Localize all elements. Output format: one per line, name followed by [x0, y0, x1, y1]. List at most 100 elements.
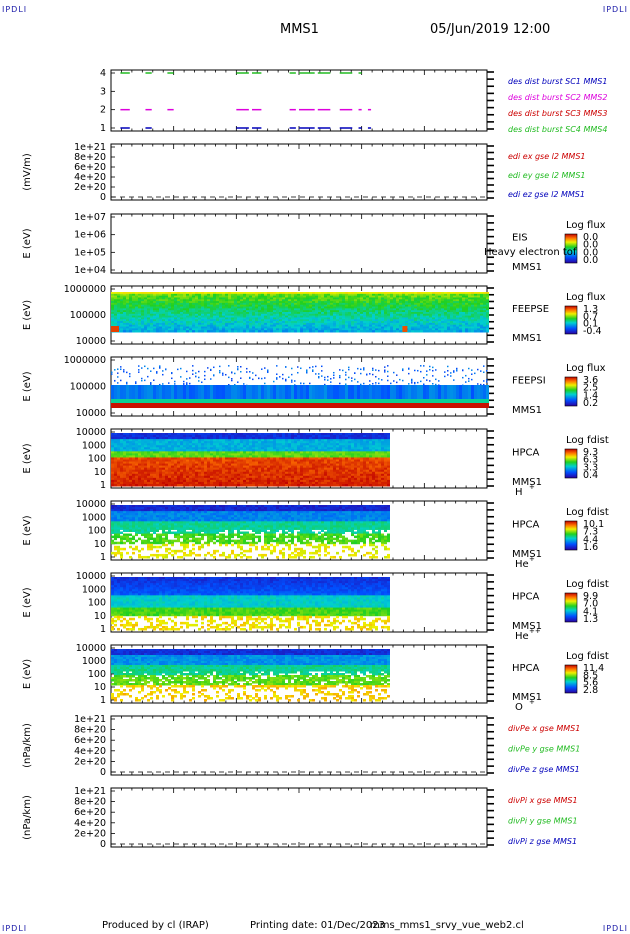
colorbar-title-eis: Log flux — [566, 220, 606, 231]
y-tick-label-divpi: 2e+20 — [74, 828, 106, 839]
colorbar-tick-hpca_o: 5.6 — [583, 678, 598, 689]
colorbar-tick-hpca_he1: 4.4 — [583, 534, 598, 545]
corner-mark-bottom-left: IPDLI — [2, 924, 28, 933]
legend-entry-edi: edi ez gse l2 MMS1 — [508, 190, 585, 199]
colorbar-tick-feeps_i: 3.6 — [583, 375, 598, 386]
corner-mark-top-left: IPDLI — [2, 5, 28, 14]
colorbar-feeps_i — [564, 376, 578, 407]
y-tick-label-hpca_o: 1 — [100, 695, 106, 706]
y-tick-label-burst: 1 — [100, 123, 106, 134]
instrument-label-hpca_he1: HPCA — [512, 520, 540, 531]
spectrogram-hpca_o — [111, 649, 390, 702]
colorbar-tick-hpca_h: 6.3 — [583, 455, 598, 466]
y-tick-label-burst: 4 — [100, 68, 106, 79]
panel-frame-divpi — [110, 787, 488, 848]
colorbar-tick-feeps_e: 1.3 — [583, 304, 598, 315]
panel-frame-edi — [110, 143, 488, 201]
y-tick-label-hpca_o: 100 — [88, 669, 106, 680]
colorbar-tick-hpca_he2: 7.0 — [583, 599, 598, 610]
legend-entry-edi: edi ex gse l2 MMS1 — [508, 152, 586, 161]
y-tick-label-feeps_e: 10000 — [76, 336, 106, 347]
y-tick-label-hpca_h: 1 — [100, 480, 106, 491]
y-tick-label-edi: 2e+20 — [74, 182, 106, 193]
colorbar-tick-hpca_he2: 1.3 — [583, 614, 598, 625]
instrument-label-eis: EIS — [512, 233, 528, 244]
overlay-text-eis: Heavy electron tof — [484, 247, 577, 258]
y-tick-label-feeps_i: 100000 — [70, 382, 106, 393]
colorbar-hpca_he2 — [564, 592, 578, 623]
y-tick-label-edi: 0 — [100, 192, 106, 203]
panel-frame-burst — [110, 69, 488, 132]
y-tick-label-hpca_he1: 10000 — [76, 499, 106, 510]
y-tick-label-edi: 8e+20 — [74, 152, 106, 163]
y-tick-label-eis: 1e+04 — [74, 265, 106, 276]
y-tick-label-edi: 6e+20 — [74, 162, 106, 173]
instrument-label-feeps_e: FEEPSE — [512, 304, 549, 315]
y-tick-label-feeps_e: 1000000 — [64, 284, 106, 295]
y-axis-label-hpca_o: E (eV) — [22, 659, 33, 689]
footer-producer: Produced by cl (IRAP) — [102, 920, 209, 931]
colorbar-title-hpca_o: Log fdist — [566, 651, 609, 662]
colorbar-title-feeps_i: Log flux — [566, 363, 606, 374]
legend-entry-divpi: divPi z gse MMS1 — [508, 837, 577, 846]
y-tick-label-hpca_he2: 10 — [94, 611, 106, 622]
y-axis-label-divpe: (nPa/km) — [22, 723, 33, 768]
y-tick-label-feeps_i: 1000000 — [64, 355, 106, 366]
colorbar-title-hpca_h: Log fdist — [566, 435, 609, 446]
colorbar-title-feeps_e: Log flux — [566, 292, 606, 303]
colorbar-tick-hpca_he2: 9.9 — [583, 591, 598, 602]
colorbar-tick-hpca_h: 3.3 — [583, 462, 598, 473]
colorbar-feeps_e — [564, 305, 578, 335]
instrument-label-hpca_h: HPCA — [512, 448, 540, 459]
y-tick-label-hpca_he2: 1000 — [82, 584, 106, 595]
footer-print-date: Printing date: 01/Dec/2023 — [250, 920, 386, 931]
instrument-label-hpca_o: HPCA — [512, 663, 540, 674]
y-tick-label-hpca_he1: 1 — [100, 552, 106, 563]
y-tick-label-divpe: 0 — [100, 767, 106, 778]
y-tick-label-divpe: 4e+20 — [74, 746, 106, 757]
spacecraft-label-feeps_i: MMS1 — [512, 405, 542, 416]
colorbar-hpca_h — [564, 448, 578, 479]
y-axis-label-hpca_he1: E (eV) — [22, 515, 33, 545]
y-tick-label-eis: 1e+06 — [74, 230, 106, 241]
y-tick-label-eis: 1e+05 — [74, 247, 106, 258]
colorbar-tick-hpca_he2: 4.1 — [583, 606, 598, 617]
colorbar-title-hpca_he1: Log fdist — [566, 507, 609, 518]
colorbar-tick-hpca_he1: 1.6 — [583, 542, 598, 553]
colorbar-title-hpca_he2: Log fdist — [566, 579, 609, 590]
panel-frame-eis — [110, 213, 488, 274]
y-tick-label-edi: 1e+21 — [74, 142, 106, 153]
y-tick-label-hpca_o: 1000 — [82, 656, 106, 667]
colorbar-tick-eis: 0.0 — [583, 247, 598, 258]
colorbar-tick-feeps_i: 2.5 — [583, 383, 598, 394]
y-axis-label-feeps_e: E (eV) — [22, 300, 33, 330]
instrument-label-feeps_i: FEEPSI — [512, 376, 546, 387]
legend-entry-burst: des dist burst SC1 MMS1 — [508, 77, 607, 86]
spectrogram-feeps_i — [111, 365, 489, 408]
y-tick-label-hpca_o: 10000 — [76, 643, 106, 654]
species-label-hpca_o: O — [515, 702, 523, 713]
legend-entry-divpi: divPi x gse MMS1 — [508, 796, 578, 805]
y-tick-label-divpi: 8e+20 — [74, 797, 106, 808]
y-tick-label-feeps_i: 10000 — [76, 408, 106, 419]
colorbar-tick-hpca_o: 11.4 — [583, 663, 604, 674]
instrument-label-hpca_he2: HPCA — [512, 592, 540, 603]
legend-entry-divpe: divPe z gse MMS1 — [508, 765, 580, 774]
legend-entry-burst: des dist burst SC2 MMS2 — [508, 93, 607, 102]
y-axis-label-hpca_h: E (eV) — [22, 443, 33, 473]
y-tick-label-divpe: 8e+20 — [74, 725, 106, 736]
corner-mark-top-right: IPDLI — [602, 5, 628, 14]
legend-entry-burst: des dist burst SC4 MMS4 — [508, 125, 607, 134]
y-tick-label-divpe: 1e+21 — [74, 714, 106, 725]
y-tick-label-burst: 2 — [100, 105, 106, 116]
colorbar-tick-hpca_he1: 10.1 — [583, 519, 604, 530]
spacecraft-label-hpca_he2: MMS1 — [512, 621, 542, 632]
y-tick-label-edi: 4e+20 — [74, 172, 106, 183]
colorbar-tick-feeps_i: 0.2 — [583, 398, 598, 409]
spectrogram-hpca_h — [111, 433, 390, 487]
y-tick-label-hpca_he1: 1000 — [82, 512, 106, 523]
colorbar-tick-feeps_e: -0.4 — [583, 326, 602, 337]
colorbar-tick-eis: 0.0 — [583, 232, 598, 243]
colorbar-tick-hpca_h: 0.4 — [583, 470, 598, 481]
